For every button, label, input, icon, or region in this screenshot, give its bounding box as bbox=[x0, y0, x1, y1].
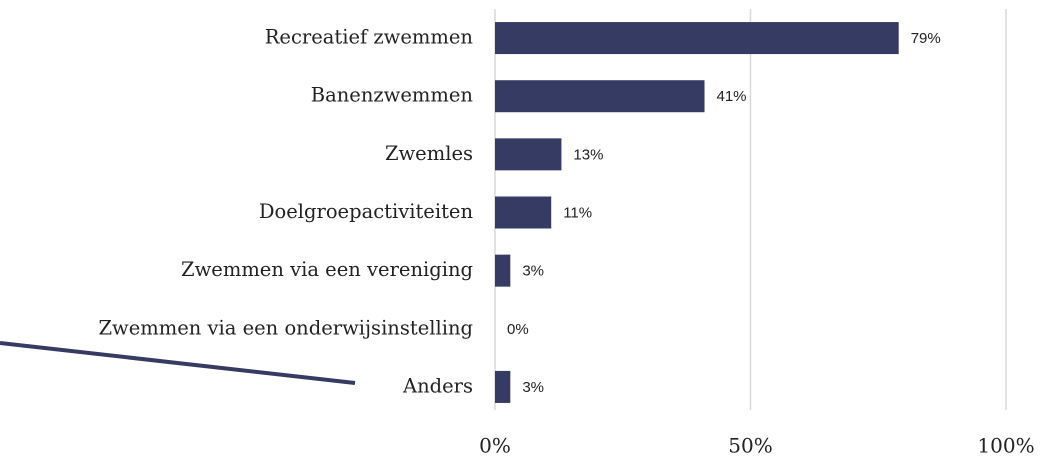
bar bbox=[495, 138, 562, 171]
category-label: Recreatief zwemmen bbox=[265, 26, 474, 49]
category-label: Doelgroepactiviteiten bbox=[259, 200, 474, 223]
bar bbox=[495, 80, 705, 113]
value-label: 0% bbox=[507, 321, 529, 338]
category-label: Banenzwemmen bbox=[311, 84, 474, 107]
x-tick-label: 50% bbox=[728, 434, 772, 458]
value-label: 3% bbox=[522, 379, 544, 396]
category-label: Zwemmen via een onderwijsinstelling bbox=[98, 316, 473, 339]
bar bbox=[495, 370, 511, 403]
bar bbox=[495, 196, 552, 229]
value-label: 41% bbox=[717, 88, 747, 105]
bar bbox=[495, 22, 899, 55]
category-label: Zwemles bbox=[385, 142, 473, 165]
category-label: Anders bbox=[402, 374, 473, 397]
value-label: 3% bbox=[522, 263, 544, 280]
value-label: 13% bbox=[573, 146, 603, 163]
value-label: 11% bbox=[563, 204, 592, 221]
decorative-line bbox=[0, 341, 356, 385]
value-label: 79% bbox=[911, 30, 941, 47]
x-tick-label: 0% bbox=[479, 434, 511, 458]
category-label: Zwemmen via een vereniging bbox=[181, 258, 473, 281]
x-tick-label: 100% bbox=[977, 434, 1034, 458]
bar bbox=[495, 254, 511, 287]
